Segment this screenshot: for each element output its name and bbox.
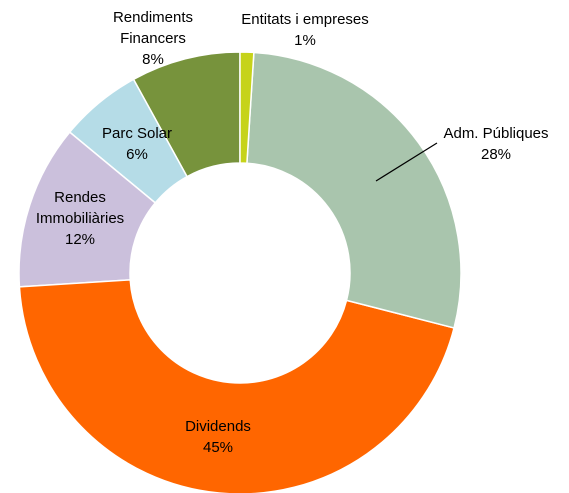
leader-line [375, 142, 438, 182]
donut-segment [18, 279, 455, 493]
data-label: Rendes Immobiliàries 12% [30, 187, 130, 250]
category-label: Rendes Immobiliàries [35, 189, 125, 227]
data-label: Entitats i empreses 1% [225, 9, 385, 51]
value-label: 12% [64, 231, 96, 248]
donut-segment [68, 78, 189, 204]
data-label: Adm. Públiques 28% [426, 123, 566, 165]
value-label: 8% [142, 51, 164, 68]
category-label: Dividends [185, 418, 251, 435]
value-label: 28% [480, 146, 512, 163]
value-label: 6% [126, 146, 148, 163]
value-label: 1% [294, 32, 316, 49]
category-label: Parc Solar [101, 125, 173, 142]
category-label: Entitats i empreses [241, 11, 369, 28]
category-label: Adm. Públiques [443, 125, 549, 142]
value-label: 45% [202, 439, 234, 456]
donut-segment [239, 51, 255, 165]
data-label: Parc Solar 6% [87, 123, 187, 165]
data-label: Dividends 45% [158, 416, 278, 458]
data-label: Rendiments Financers 8% [106, 7, 201, 70]
donut-segment [246, 51, 462, 329]
donut-segment [18, 131, 157, 288]
category-label: Rendiments Financers [112, 9, 194, 47]
